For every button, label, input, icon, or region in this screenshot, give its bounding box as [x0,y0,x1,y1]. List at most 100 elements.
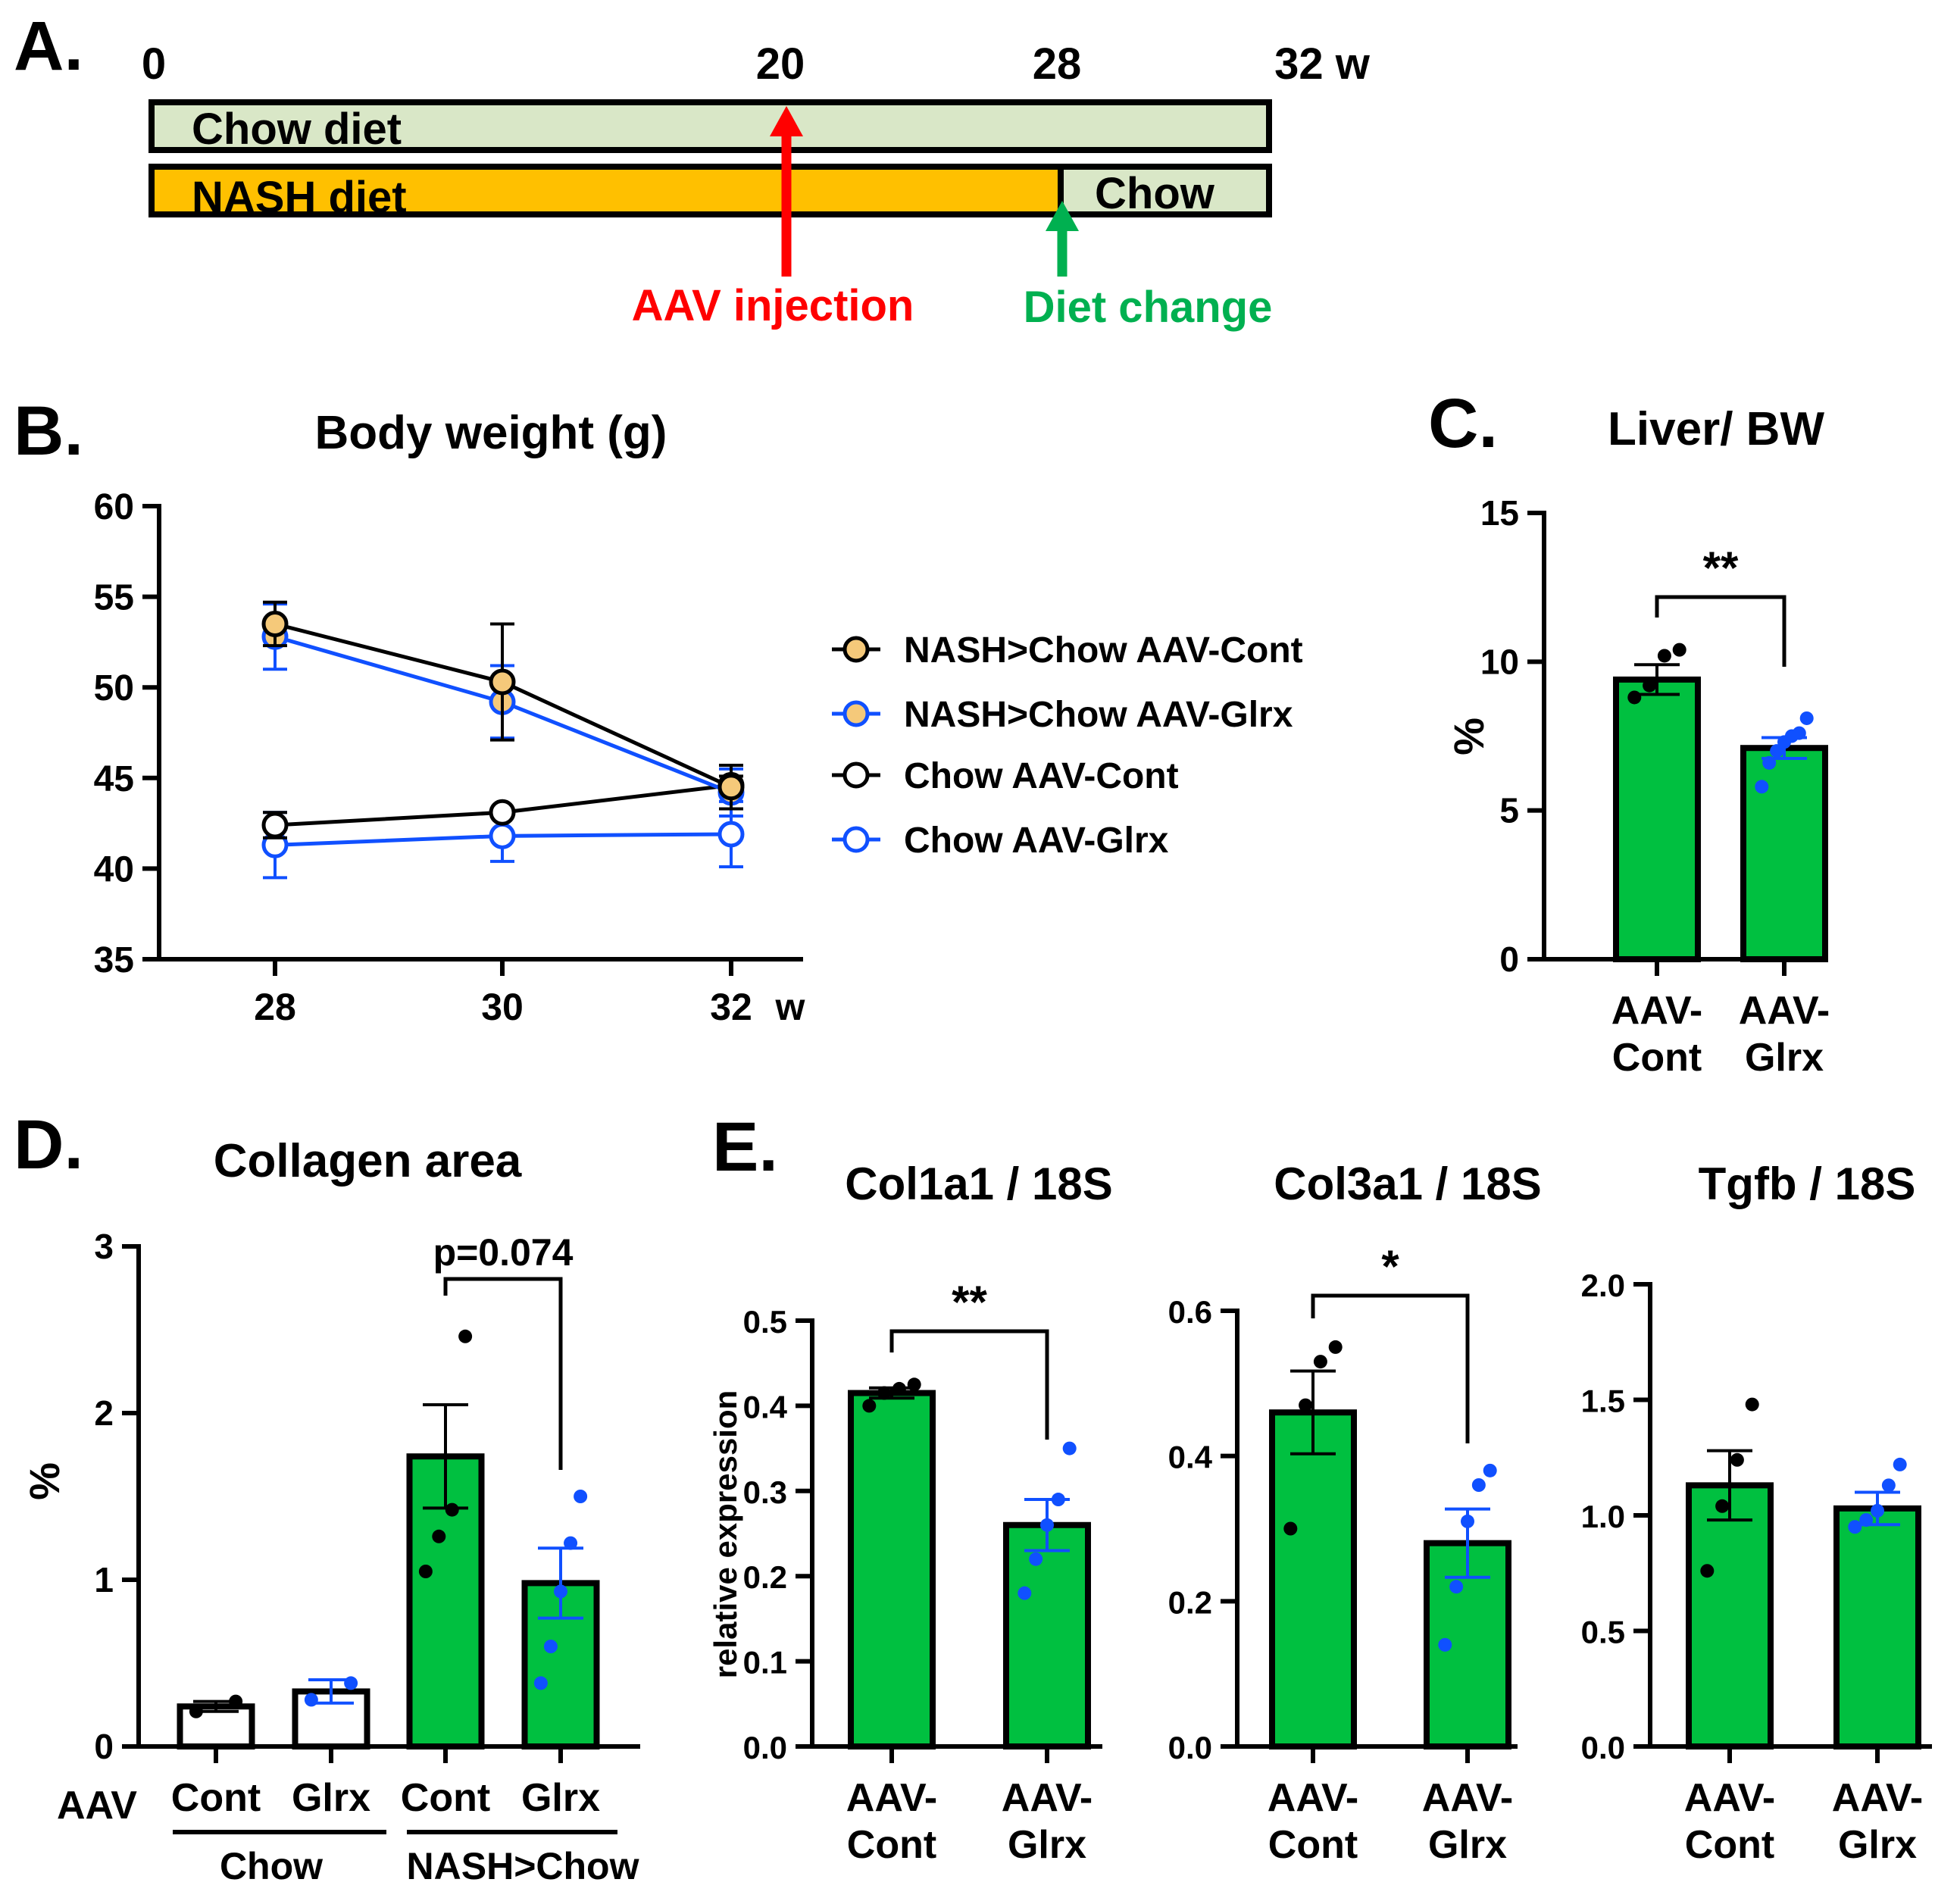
y-tick-label: 0.5 [1581,1615,1625,1650]
data-point [1715,1499,1730,1513]
x-category-label: AAV-Cont [1268,1776,1358,1867]
data-point [1461,1514,1474,1528]
data-point [304,1693,318,1707]
y-tick-label: 1 [94,1560,114,1599]
data-point [1730,1452,1744,1467]
x-axis-label: w [775,986,805,1028]
x-category-label: AAV-Cont [846,1776,937,1867]
chart-title: Body weight (g) [315,407,667,459]
data-point [458,1329,473,1343]
legend-marker [842,700,870,727]
data-point [1029,1552,1043,1566]
y-tick-label: 0.6 [1168,1294,1212,1330]
data-point [1893,1457,1907,1471]
bar [1269,1409,1357,1749]
data-point [1770,744,1784,758]
y-tick-label: 0.0 [1581,1730,1625,1765]
legend-marker [842,761,870,789]
legend-marker [842,826,870,853]
data-point [717,821,745,848]
data-point [1755,780,1769,794]
panel-e-label: E. [712,1108,778,1186]
data-point [1871,1503,1884,1518]
significance-bracket [1655,595,1787,667]
y-tick-label: 5 [1499,791,1519,830]
data-point [1040,1518,1054,1532]
data-point [261,610,289,637]
data-point [1051,1493,1065,1507]
significance-label: ** [1703,543,1739,593]
group-label: Chow [220,1845,323,1887]
x-tick-label: 30 [481,986,524,1028]
data-point [1799,711,1814,725]
bar [1613,676,1701,962]
data-point [574,1490,588,1503]
panel-d-label: D. [14,1106,83,1184]
data-point [1483,1463,1497,1477]
data-point [1762,755,1777,770]
data-point [1283,1521,1298,1536]
data-point [564,1536,578,1550]
y-tick-label: 0.2 [1168,1584,1212,1620]
chart-title: Tgfb / 18S [1699,1158,1916,1209]
data-point [877,1386,892,1400]
panel-e-col1a1-chart: 0.0 0.1 0.2 0.3 0.4 0.5 ** AAV-Cont AAV-Glrx E. Co… [708,1108,1113,1867]
chow-diet-bar [148,99,1272,153]
panel-d-bar-chart: 0 1 2 3 p=0.074 D. Collagen area% AAV Cont Glrx Co… [14,1106,640,1887]
data-point [432,1529,446,1543]
nash-diet-label: NASH diet [192,173,407,222]
data-point [445,1502,459,1517]
significance-bracket [443,1277,563,1470]
x-category-label: AAV-Glrx [1832,1776,1923,1867]
x-tick-label: 28 [254,986,296,1028]
y-tick-label: 40 [94,849,134,890]
legend-label: Chow AAV-Glrx [904,821,1169,861]
significance-label: ** [952,1277,987,1327]
bar [1740,745,1828,962]
y-tick-label: 60 [94,487,134,527]
data-point [1627,690,1642,705]
significance-bracket [889,1329,1049,1440]
panel-e-col3a1-chart: 0.0 0.2 0.4 0.6 * AAV-Cont AAV-Glrx Col3a1 / 18… [1168,1158,1542,1867]
data-point [489,799,516,826]
timeline-tick-20: 20 [756,39,805,89]
panel-a-label: A. [14,8,83,85]
data-point [1700,1564,1715,1578]
timeline-tick-0: 0 [142,39,166,89]
chart-title: Liver/ BW [1608,403,1824,455]
x-category-label: AAV-Cont [1684,1776,1775,1867]
y-tick-label: 0 [1499,940,1519,979]
chow-after-label: Chow [1095,169,1215,218]
row-label: AAV [57,1784,137,1828]
diet-change-arrow [1046,201,1079,277]
x-category-label: Glrx [292,1776,370,1820]
y-tick-label: 1.0 [1581,1499,1625,1534]
panel-e-tgfb-chart: 0.0 0.5 1.0 1.5 2.0 AAV-Cont AAV-Glrx Tgfb / 18… [1581,1158,1932,1867]
data-point [1672,643,1686,657]
y-tick-label: 3 [94,1227,114,1266]
data-point [1657,649,1671,663]
y-tick-label: 15 [1480,493,1519,533]
data-point [1881,1478,1896,1493]
panel-c-bar-chart: 0 5 10 15 ** AAV-Cont AAV-Glrx C. Liver/ BW% [1428,385,1830,1080]
data-point [418,1565,433,1578]
timeline-tick-28: 28 [1033,39,1082,89]
y-tick-label: 2.0 [1581,1268,1625,1303]
x-category-label: Glrx [521,1776,600,1820]
data-point [1643,678,1657,693]
x-tick-label: 32 [710,986,752,1028]
legend-marker [842,636,870,663]
y-tick-label: 0.1 [743,1645,787,1681]
y-tick-label: 0.3 [743,1474,787,1510]
legend-label: NASH>Chow AAV-Cont [904,630,1303,671]
data-point [862,1399,877,1413]
bar [1833,1505,1921,1749]
data-point [489,668,516,696]
y-tick-label: 0.4 [1168,1440,1213,1475]
significance-bracket [1311,1293,1470,1443]
data-point [1299,1398,1313,1412]
chart-title: Col1a1 / 18S [845,1158,1113,1209]
data-point [229,1694,243,1709]
data-point [892,1381,906,1396]
data-point [1449,1580,1464,1594]
